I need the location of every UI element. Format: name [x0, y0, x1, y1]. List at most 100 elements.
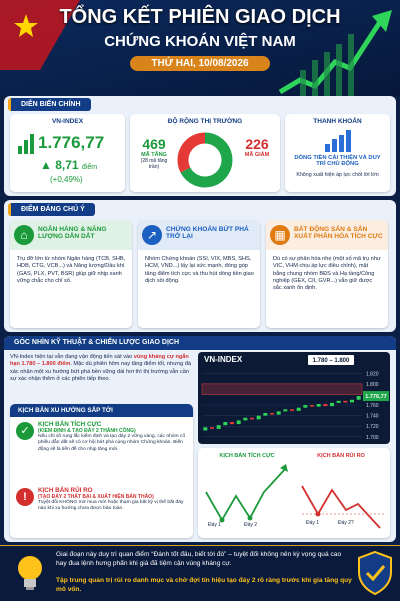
footer	[0, 545, 400, 601]
liquidity-headline: DÒNG TIỀN CẢI THIỆN VÀ DUY TRÌ CHỦ ĐỘNG	[294, 155, 381, 167]
text-part: VN-Index hiện tại vẫn đang vận động tiến…	[10, 354, 134, 360]
candle-body	[283, 409, 288, 412]
down-label: MÃ GIẢM	[244, 152, 270, 158]
card-title: VN-INDEX	[51, 118, 84, 125]
warning-icon: !	[16, 488, 34, 506]
text-highlight: vùng kháng cự ngắn hạn 1.780 – 1.800 điể…	[10, 354, 189, 368]
candle-body	[236, 420, 241, 425]
candle-body	[263, 413, 268, 416]
change-pct: (+0,49%)	[50, 175, 83, 184]
donut-segment	[180, 132, 233, 188]
zone-label: 1.780 – 1.800	[313, 358, 350, 364]
card-body: Dù có sự phân hóa nhẹ (một số mã trụ như…	[273, 256, 381, 292]
down-block: 226 MÃ GIẢM	[238, 136, 276, 158]
candle-body	[210, 427, 214, 429]
card-icon: ↗	[142, 225, 162, 245]
card-icon: ⌂	[14, 225, 34, 245]
negative-scenario: KỊCH BẢN RỦI RO (TẠO ĐÁY 2 THẤT BẠI & XU…	[38, 487, 189, 513]
subtitle: CHỨNG KHOÁN VIỆT NAM	[104, 33, 296, 50]
scenario-subtitle: (KIỂM ĐỊNH & TẠO ĐÁY 2 THÀNH CÔNG)	[38, 428, 136, 434]
chart-title: VN-INDEX	[204, 355, 243, 364]
low-label: Đáy 1	[306, 520, 320, 526]
liquidity-icon	[325, 130, 351, 152]
up-count: 469	[142, 136, 166, 152]
date: THỨ HAI, 10/08/2026	[130, 56, 270, 71]
candle-body	[290, 409, 294, 411]
donut-segment	[177, 132, 206, 173]
title: TỔNG KẾT PHIÊN GIAO DỊCH	[59, 6, 341, 28]
last-price: 1.776,77	[365, 394, 386, 400]
candle-body	[243, 417, 248, 421]
scenario-body: Tuyệt đối KHÔNG mở mua mới hoặc tham gia…	[38, 500, 184, 512]
candle-body	[216, 425, 221, 429]
check-icon: ✓	[16, 422, 34, 440]
card-body: Nhóm Chứng khoán (SSI, VIX, MBS, SHS, HC…	[145, 256, 254, 284]
liquidity-card: THANH KHOẢN DÒNG TIỀN CẢI THIỆN VÀ DUY T…	[285, 114, 390, 192]
liquidity-note: Không xuất hiện áp lực chốt lời lớn	[296, 172, 379, 178]
candle-body	[270, 413, 274, 415]
y-tick-label: 1.740	[366, 414, 379, 420]
card-title: NGÂN HÀNG & NĂNG LƯỢNG DẪN DẮT	[38, 226, 107, 240]
candle-body	[356, 396, 361, 400]
candle-body	[256, 415, 261, 420]
candle-body	[276, 411, 281, 415]
positive-scenario: KỊCH BẢN TÍCH CỰC (KIỂM ĐỊNH & TẠO ĐÁY 2…	[38, 421, 189, 453]
candle-body	[336, 400, 341, 403]
highlight-card: ▦ BẤT ĐỘNG SẢN & SẢN XUẤT PHÂN HÓA TÍCH C…	[266, 220, 388, 328]
last-price-tag	[363, 391, 389, 402]
vnindex-card: VN-INDEX 1.776,77 ▲ 8,71 điểm (+0,49%)	[10, 114, 125, 192]
candle-body	[250, 417, 254, 420]
section-heading: GÓC NHÌN KỸ THUẬT & CHIẾN LƯỢC GIAO DỊCH	[4, 336, 396, 350]
text-part: . Mặc dù phiên hôm nay tăng điểm tốt, nh…	[10, 361, 191, 382]
card-title: CHỨNG KHOÁN BỨT PHÁ TRỞ LẠI	[166, 226, 249, 240]
index-value: 1.776,77	[38, 133, 105, 152]
candle-body	[323, 404, 328, 407]
candle-body	[343, 400, 348, 403]
chart-bg	[198, 352, 390, 444]
card-title: BẤT ĐỘNG SẢN & SẢN XUẤT PHÂN HÓA TÍCH CỰ…	[294, 226, 383, 240]
low-label: Đáy 1	[208, 522, 222, 528]
scenario-title: KỊCH BẢN RỦI RO	[38, 487, 93, 494]
candle-body	[303, 405, 308, 408]
candle-body	[296, 407, 301, 411]
zone-label-bg	[308, 355, 354, 365]
mini-positive	[205, 464, 288, 523]
candle-body	[316, 404, 321, 407]
mini-negative	[301, 485, 384, 529]
scenario-title: KỊCH BẢN TÍCH CỰC	[38, 421, 102, 428]
y-tick-label: 1.800	[366, 382, 379, 388]
change-unit: điểm	[81, 164, 98, 171]
candle-body	[203, 427, 208, 431]
candle-body	[230, 422, 234, 425]
mini-title: KỊCH BẢN RỦI RO	[317, 453, 365, 459]
low-label: Đáy 2	[244, 522, 258, 528]
candle-body	[350, 399, 354, 403]
breadth-card: ĐỘ RỘNG THỊ TRƯỜNG 469 MÃ TĂNG (28 mã tă…	[130, 114, 280, 192]
shield-icon	[358, 550, 392, 596]
y-tick-label: 1.820	[366, 371, 379, 377]
scenarios-box: KỊCH BẢN XU HƯỚNG SẮP TỚI ✓ KỊCH BẢN TÍC…	[10, 404, 193, 538]
mini-title: KỊCH BẢN TÍCH CỰC	[219, 453, 275, 459]
donut	[177, 132, 233, 188]
low-label: Đáy 2?	[338, 520, 354, 526]
candle-body	[310, 405, 314, 407]
section-heading: ĐIỂM ĐÁNG CHÚ Ý	[8, 203, 95, 216]
candle-body	[330, 402, 334, 407]
bulb-icon	[18, 556, 42, 590]
card-icon: ▦	[270, 225, 290, 245]
section-heading: DIỄN BIẾN CHÍNH	[8, 98, 91, 111]
highlight-card: ↗ CHỨNG KHOÁN BỨT PHÁ TRỞ LẠI Nhóm Chứng k…	[138, 220, 260, 328]
candle-body	[223, 422, 228, 426]
card-title: ĐỘ RỘNG THỊ TRƯỜNG	[167, 118, 243, 125]
mini-charts: KỊCH BẢN TÍCH CỰC Đáy 1 Đáy 2 KỊCH BẢN R…	[198, 448, 390, 538]
highlight-card: ⌂ NGÂN HÀNG & NĂNG LƯỢNG DẪN DẮT Trụ đỡ lớ…	[10, 220, 132, 328]
y-tick-label: 1.760	[366, 403, 379, 409]
card-body: Trụ đỡ lớn từ nhóm Ngân hàng (TCB, SHB, …	[17, 256, 126, 284]
scenario-subtitle: (TẠO ĐÁY 2 THẤT BẠI & XUẤT HIỆN BÁN THÁO…	[38, 494, 154, 500]
up-block: 469 MÃ TĂNG (28 mã tăng trần)	[136, 136, 172, 170]
resistance-zone	[201, 383, 363, 395]
down-count: 226	[245, 136, 269, 152]
up-arrow: ▲	[40, 158, 56, 172]
header-bg	[0, 0, 400, 96]
